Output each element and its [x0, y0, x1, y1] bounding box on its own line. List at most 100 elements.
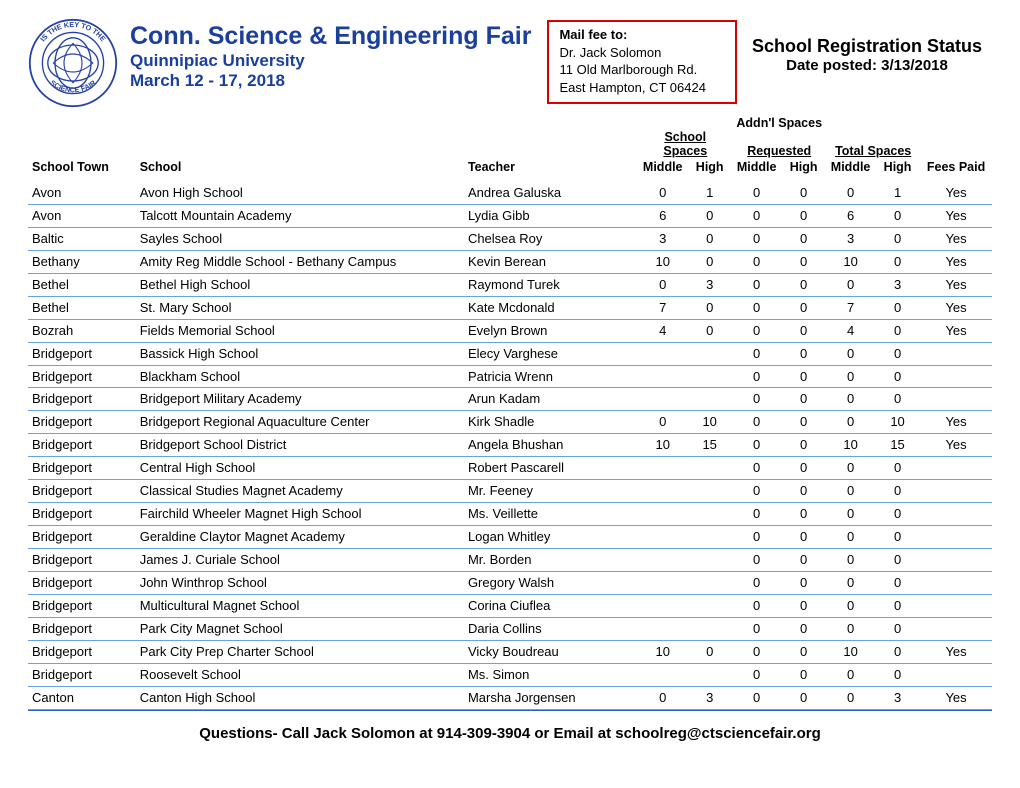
cell-school-high: 3	[687, 273, 732, 296]
cell-fees-paid: Yes	[920, 686, 992, 709]
col-group-addnl-top: Addn'l Spaces	[732, 116, 826, 130]
cell-teacher: Elecy Varghese	[464, 342, 638, 365]
cell-school-high: 0	[687, 319, 732, 342]
title-block: Conn. Science & Engineering Fair Quinnip…	[130, 18, 531, 91]
cell-school: John Winthrop School	[136, 571, 464, 594]
cell-addnl-high: 0	[781, 571, 826, 594]
cell-school-high	[687, 526, 732, 549]
cell-total-middle: 4	[826, 319, 875, 342]
cell-addnl-middle: 0	[732, 594, 781, 617]
cell-fees-paid	[920, 480, 992, 503]
cell-total-high: 0	[875, 663, 920, 686]
cell-school-high	[687, 571, 732, 594]
cell-addnl-high: 0	[781, 457, 826, 480]
cell-school-high	[687, 617, 732, 640]
cell-town: Bethany	[28, 250, 136, 273]
main-title: Conn. Science & Engineering Fair	[130, 22, 531, 51]
cell-total-middle: 0	[826, 365, 875, 388]
table-row: BridgeportBridgeport School DistrictAnge…	[28, 434, 992, 457]
table-row: BridgeportRoosevelt School Ms. Simon0000	[28, 663, 992, 686]
cell-total-high: 0	[875, 204, 920, 227]
cell-fees-paid: Yes	[920, 296, 992, 319]
cell-total-high: 0	[875, 617, 920, 640]
cell-total-high: 0	[875, 594, 920, 617]
registration-table: Addn'l Spaces School Spaces Requested To…	[28, 116, 992, 710]
cell-teacher: Arun Kadam	[464, 388, 638, 411]
cell-addnl-middle: 0	[732, 457, 781, 480]
cell-school-middle	[638, 503, 687, 526]
cell-total-middle: 0	[826, 503, 875, 526]
cell-school-high: 0	[687, 640, 732, 663]
table-row: BridgeportJohn Winthrop SchoolGregory Wa…	[28, 571, 992, 594]
cell-teacher: Gregory Walsh	[464, 571, 638, 594]
mail-line-3: East Hampton, CT 06424	[559, 79, 725, 97]
table-row: BridgeportCentral High SchoolRobert Pasc…	[28, 457, 992, 480]
cell-town: Bozrah	[28, 319, 136, 342]
col-fees: Fees Paid	[920, 158, 992, 178]
col-town: School Town	[28, 158, 136, 178]
cell-school: Bethel High School	[136, 273, 464, 296]
table-row: BridgeportClassical Studies Magnet Acade…	[28, 480, 992, 503]
cell-total-middle: 0	[826, 342, 875, 365]
cell-total-high: 0	[875, 365, 920, 388]
cell-fees-paid: Yes	[920, 319, 992, 342]
table-row: BethanyAmity Reg Middle School - Bethany…	[28, 250, 992, 273]
cell-teacher: Kevin Berean	[464, 250, 638, 273]
cell-addnl-middle: 0	[732, 204, 781, 227]
cell-total-middle: 7	[826, 296, 875, 319]
cell-total-high: 0	[875, 503, 920, 526]
cell-addnl-high: 0	[781, 549, 826, 572]
cell-school-middle	[638, 617, 687, 640]
cell-school-middle: 0	[638, 411, 687, 434]
cell-school-high	[687, 365, 732, 388]
cell-teacher: Ms. Veillette	[464, 503, 638, 526]
event-dates: March 12 - 17, 2018	[130, 71, 531, 91]
cell-fees-paid	[920, 342, 992, 365]
table-row: BalticSayles SchoolChelsea Roy300030Yes	[28, 227, 992, 250]
cell-total-middle: 0	[826, 663, 875, 686]
cell-town: Bridgeport	[28, 503, 136, 526]
cell-total-high: 0	[875, 296, 920, 319]
table-row: AvonAvon High SchoolAndrea Galuska010001…	[28, 178, 992, 204]
cell-town: Bridgeport	[28, 480, 136, 503]
cell-addnl-middle: 0	[732, 526, 781, 549]
cell-addnl-high: 0	[781, 178, 826, 204]
cell-town: Bridgeport	[28, 388, 136, 411]
cell-school: Sayles School	[136, 227, 464, 250]
cell-total-middle: 0	[826, 617, 875, 640]
cell-total-high: 0	[875, 319, 920, 342]
cell-school: Blackham School	[136, 365, 464, 388]
cell-fees-paid	[920, 594, 992, 617]
table-row: AvonTalcott Mountain AcademyLydia Gibb60…	[28, 204, 992, 227]
cell-total-high: 0	[875, 549, 920, 572]
col-group-total: Total Spaces	[835, 144, 911, 158]
cell-teacher: Evelyn Brown	[464, 319, 638, 342]
cell-town: Bridgeport	[28, 526, 136, 549]
status-title: School Registration Status	[752, 36, 982, 57]
page-header: IS THE KEY TO THE SCIENCE FAIR Conn. Sci…	[28, 18, 992, 108]
svg-text:IS THE KEY TO THE: IS THE KEY TO THE	[38, 20, 108, 43]
cell-teacher: Marsha Jorgensen	[464, 686, 638, 709]
cell-addnl-high: 0	[781, 342, 826, 365]
col-addnl-middle: Middle	[732, 158, 781, 178]
cell-total-high: 0	[875, 227, 920, 250]
footer-contact: Questions- Call Jack Solomon at 914-309-…	[28, 725, 992, 742]
cell-addnl-middle: 0	[732, 571, 781, 594]
cell-school-middle	[638, 571, 687, 594]
cell-total-middle: 0	[826, 526, 875, 549]
cell-school-middle: 10	[638, 640, 687, 663]
cell-addnl-middle: 0	[732, 480, 781, 503]
cell-addnl-middle: 0	[732, 617, 781, 640]
mail-line-1: Dr. Jack Solomon	[559, 44, 725, 62]
cell-total-high: 3	[875, 273, 920, 296]
cell-addnl-middle: 0	[732, 227, 781, 250]
cell-fees-paid	[920, 503, 992, 526]
cell-total-high: 0	[875, 250, 920, 273]
col-school-high: High	[687, 158, 732, 178]
table-row: BridgeportBridgeport Military AcademyAru…	[28, 388, 992, 411]
cell-addnl-high: 0	[781, 503, 826, 526]
cell-addnl-high: 0	[781, 434, 826, 457]
cell-school-high: 15	[687, 434, 732, 457]
cell-fees-paid	[920, 526, 992, 549]
cell-school-middle	[638, 480, 687, 503]
